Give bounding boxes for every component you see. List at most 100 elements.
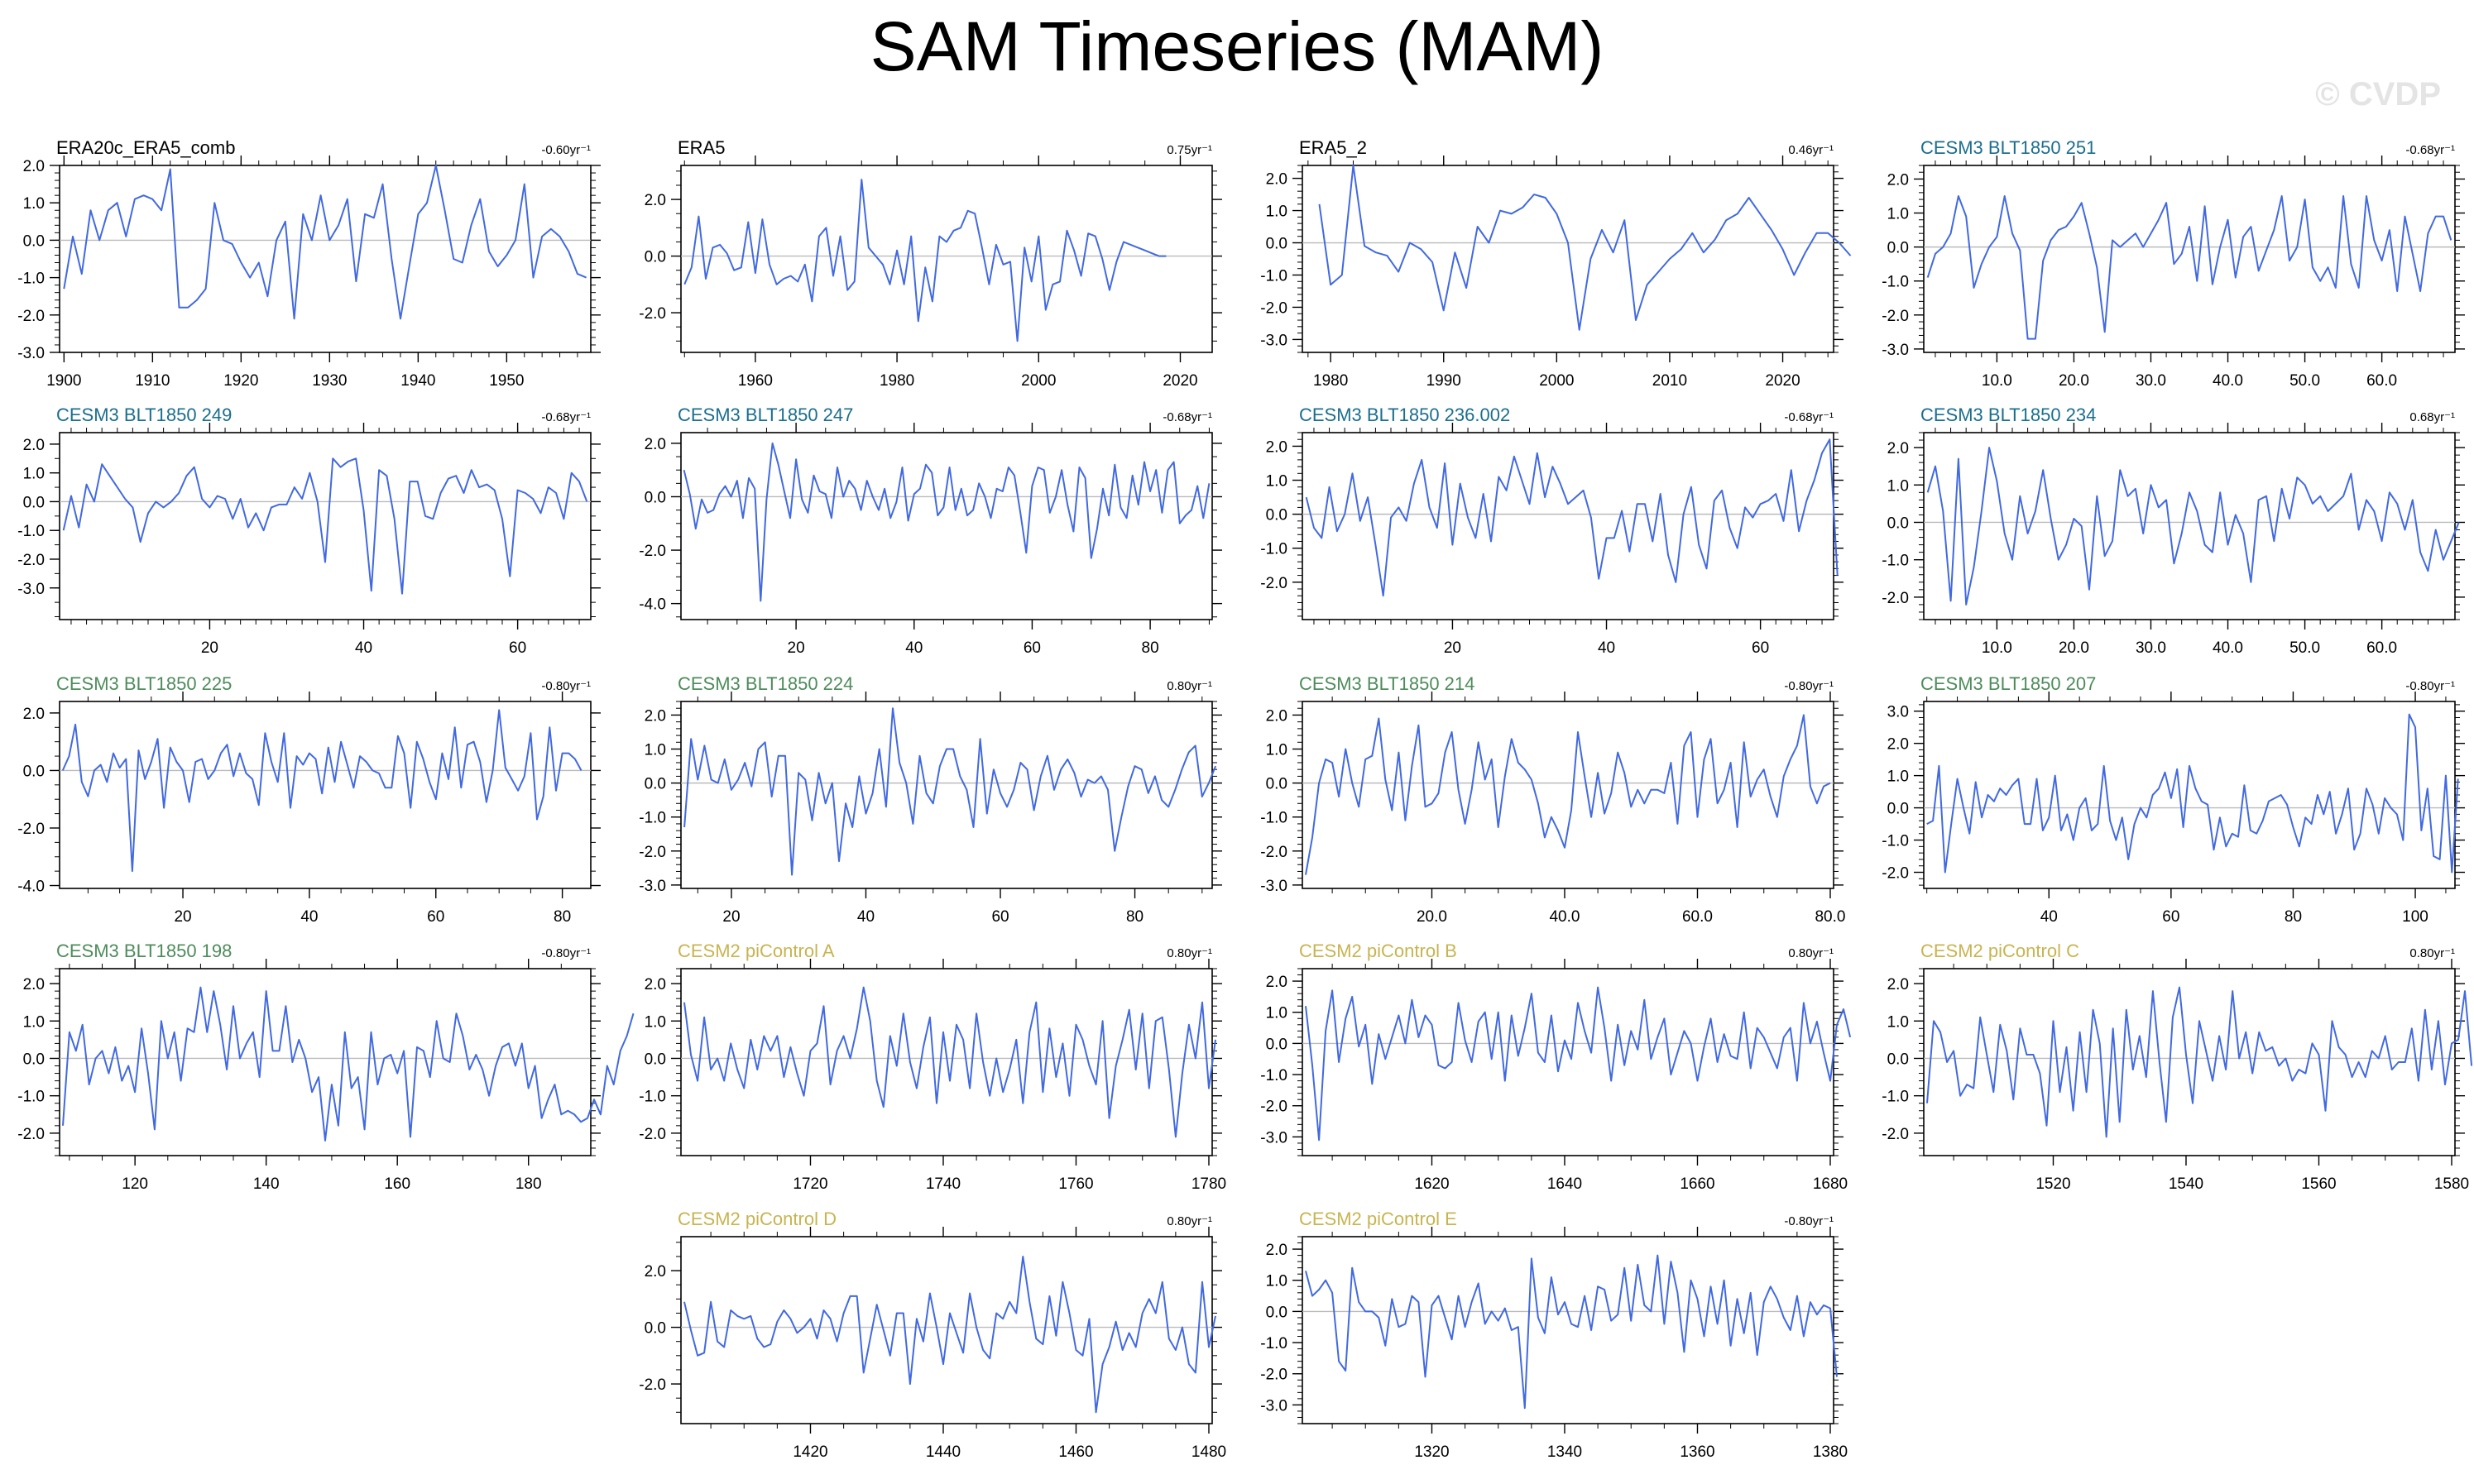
chart-panel: CESM2 piControl E -0.80yr⁻¹ -3.0 -2.0 -1.0 0.… — [1260, 1209, 1848, 1461]
y-tick-label: 2.0 — [645, 976, 666, 993]
x-tick-label: 20.0 — [2059, 372, 2089, 390]
chart-panel: CESM3 BLT1850 251 -0.68yr⁻¹ -3.0 -2.0 -1.0 0.… — [1882, 137, 2465, 390]
y-tick-label: -3.0 — [17, 581, 45, 598]
trend-label: -0.80yr⁻¹ — [541, 679, 591, 693]
x-tick-label: 1940 — [400, 372, 435, 390]
x-tick-label: 1980 — [1313, 372, 1348, 390]
x-tick-label: 40 — [355, 639, 372, 657]
series-line — [1926, 447, 2460, 606]
trend-label: 0.80yr⁻¹ — [1788, 946, 1834, 960]
y-tick-label: 0.0 — [645, 1051, 666, 1068]
x-tick-label: 20 — [201, 639, 218, 657]
y-tick-label: -2.0 — [1882, 308, 1909, 325]
x-tick-label: 2010 — [1652, 372, 1687, 390]
y-tick-label: 2.0 — [1887, 976, 1909, 993]
y-tick-label: -2.0 — [639, 844, 666, 861]
series-line — [61, 709, 583, 873]
y-tick-label: 1.0 — [1266, 1273, 1287, 1290]
plot-frame — [680, 432, 1213, 620]
y-tick-label: 1.0 — [23, 195, 45, 213]
x-tick-label: 30.0 — [2136, 639, 2166, 657]
y-tick-label: 2.0 — [23, 976, 45, 993]
y-tick-label: -2.0 — [17, 552, 45, 569]
y-tick-label: 2.0 — [23, 437, 45, 454]
series-line — [683, 707, 1217, 876]
y-tick-label: -2.0 — [1260, 1099, 1287, 1116]
panel-title: ERA20c_ERA5_comb — [56, 137, 235, 158]
chart-panel: CESM2 piControl C 0.80yr⁻¹ -2.0 -1.0 0.0 1.0 2… — [1882, 941, 2473, 1193]
x-tick-label: 60.0 — [2366, 639, 2397, 657]
series-line — [1318, 165, 1852, 331]
x-tick-label: 60 — [509, 639, 526, 657]
x-tick-label: 80 — [554, 908, 571, 926]
y-tick-label: -1.0 — [1260, 810, 1287, 827]
trend-label: 0.80yr⁻¹ — [1167, 679, 1212, 693]
plot-frame — [1302, 432, 1834, 620]
panel-title: CESM3 BLT1850 224 — [678, 673, 853, 694]
x-tick-label: 180 — [515, 1175, 542, 1193]
x-tick-label: 1440 — [926, 1443, 961, 1461]
y-tick-label: -1.0 — [1882, 553, 1909, 570]
x-tick-label: 1900 — [46, 372, 81, 390]
panel-title: CESM3 BLT1850 247 — [678, 405, 853, 425]
chart-panel: CESM2 piControl D 0.80yr⁻¹ -2.0 0.0 2.0 1420 1… — [639, 1209, 1226, 1461]
panel-title: CESM2 piControl B — [1299, 941, 1457, 961]
series-line — [1305, 714, 1831, 875]
chart-panel: CESM3 BLT1850 236.002 -0.68yr⁻¹ -2.0 -1.0 0.… — [1260, 405, 1844, 657]
x-tick-label: 1520 — [2035, 1175, 2070, 1193]
y-tick-label: -1.0 — [1882, 833, 1909, 850]
series-line — [683, 442, 1211, 602]
series-line — [62, 986, 635, 1142]
y-tick-label: 0.0 — [1266, 507, 1287, 524]
panel-title: CESM2 piControl A — [678, 941, 835, 961]
y-tick-label: -2.0 — [639, 305, 666, 323]
y-tick-label: -1.0 — [17, 270, 45, 288]
y-tick-label: 2.0 — [23, 706, 45, 723]
x-tick-label: 40.0 — [1549, 908, 1580, 926]
y-tick-label: 0.0 — [1887, 515, 1909, 532]
x-tick-label: 1560 — [2301, 1175, 2336, 1193]
x-tick-label: 1580 — [2434, 1175, 2469, 1193]
series-line — [1926, 986, 2473, 1138]
plot-frame — [59, 701, 592, 889]
x-tick-label: 1910 — [135, 372, 170, 390]
y-tick-label: -3.0 — [1260, 1129, 1287, 1147]
series-line — [683, 1256, 1216, 1414]
x-tick-label: 2020 — [1765, 372, 1800, 390]
y-tick-label: 1.0 — [1887, 1013, 1909, 1031]
x-tick-label: 120 — [122, 1175, 148, 1193]
y-tick-label: 1.0 — [23, 1013, 45, 1031]
plot-frame — [1923, 432, 2456, 620]
chart-panel: CESM3 BLT1850 225 -0.80yr⁻¹ -4.0 -2.0 0.0 2.0… — [17, 673, 601, 926]
y-tick-label: 0.0 — [23, 232, 45, 250]
panel-title: CESM3 BLT1850 207 — [1920, 673, 2096, 694]
watermark-logo: © CVDP — [2315, 76, 2441, 112]
plot-frame — [1302, 165, 1834, 353]
panel-title: CESM3 BLT1850 236.002 — [1299, 405, 1510, 425]
y-tick-label: 2.0 — [645, 192, 666, 209]
x-tick-label: 1420 — [793, 1443, 827, 1461]
x-tick-label: 20 — [722, 908, 740, 926]
x-tick-label: 80 — [2285, 908, 2302, 926]
chart-panel: CESM3 BLT1850 249 -0.68yr⁻¹ -3.0 -2.0 -1.0 0.… — [17, 405, 601, 657]
x-tick-label: 20.0 — [2059, 639, 2089, 657]
y-tick-label: 0.0 — [645, 1320, 666, 1338]
y-tick-label: 0.0 — [1887, 1051, 1909, 1068]
panel-title: CESM2 piControl D — [678, 1209, 837, 1229]
y-tick-label: 0.0 — [23, 1051, 45, 1068]
chart-panel: CESM3 BLT1850 234 0.68yr⁻¹ -2.0 -1.0 0.0 1.0 2… — [1882, 405, 2465, 657]
y-tick-label: -2.0 — [1260, 299, 1287, 317]
x-tick-label: 40 — [905, 639, 923, 657]
y-tick-label: 2.0 — [1266, 1242, 1287, 1259]
series-line — [683, 179, 1167, 342]
y-tick-label: 1.0 — [23, 466, 45, 483]
trend-label: -0.80yr⁻¹ — [1784, 1214, 1834, 1228]
trend-label: 0.80yr⁻¹ — [2409, 946, 2455, 960]
y-tick-label: 3.0 — [1887, 704, 1909, 721]
series-line — [63, 165, 587, 320]
chart-panel: CESM3 BLT1850 224 0.80yr⁻¹ -3.0 -2.0 -1.0 0.0… — [639, 673, 1222, 926]
x-tick-label: 40.0 — [2213, 372, 2243, 390]
y-tick-label: -1.0 — [17, 523, 45, 540]
y-tick-label: -1.0 — [1260, 1067, 1287, 1084]
y-tick-label: 0.0 — [1887, 240, 1909, 257]
